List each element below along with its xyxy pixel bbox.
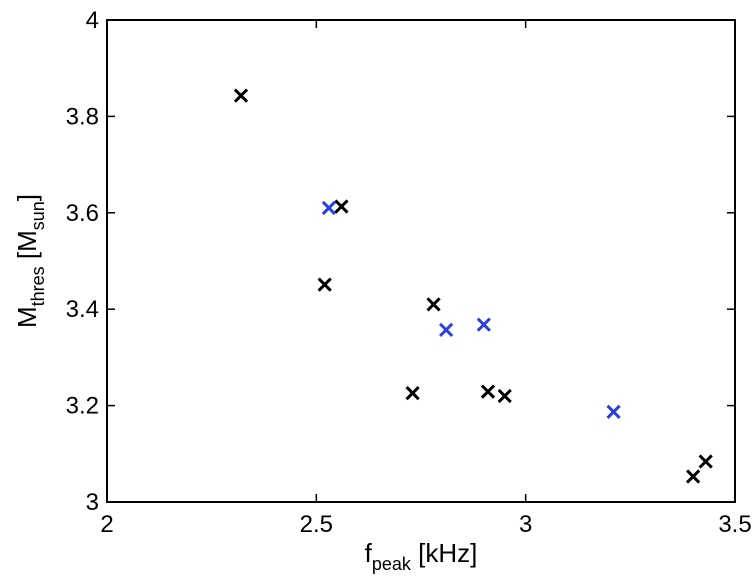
- y-axis-label-main: M: [12, 306, 42, 328]
- y-axis-label-end: ]: [12, 194, 42, 201]
- y-tick-label: 3.4: [66, 296, 99, 323]
- y-tick-label: 3: [86, 489, 99, 516]
- data-point-series-1: [497, 388, 512, 404]
- data-point-series-2: [321, 200, 337, 216]
- x-axis-label-rest: [kHz]: [411, 538, 477, 568]
- data-point-series-1: [405, 385, 420, 401]
- x-axis-label-main: f: [365, 538, 373, 568]
- axis-tick-labels: 2 2.5 3 3.5 3 3.2 3.4 3.6 3.8 4: [66, 7, 752, 538]
- data-point-series-2: [438, 322, 454, 338]
- y-tick-label: 4: [86, 7, 99, 34]
- data-point-series-1: [317, 277, 332, 292]
- data-point-series-1: [480, 384, 496, 399]
- x-tick-label: 2: [100, 511, 113, 538]
- data-points: [233, 88, 713, 484]
- y-tick-label: 3.2: [66, 393, 99, 420]
- y-axis-label-sub: thres: [28, 266, 48, 306]
- y-axis-label-sub2: sun: [28, 201, 48, 230]
- data-point-series-1: [426, 297, 441, 312]
- x-tick-label: 2.5: [300, 511, 333, 538]
- data-point-series-1: [698, 454, 713, 469]
- x-tick-label: 3: [519, 511, 532, 538]
- data-point-series-1: [686, 469, 701, 484]
- data-point-series-1: [233, 88, 249, 103]
- x-tick-label: 3.5: [718, 511, 751, 538]
- y-tick-label: 3.6: [66, 200, 99, 227]
- axis-ticks: [106, 19, 736, 503]
- data-point-series-2: [476, 317, 491, 332]
- y-axis-label: Mthres [Msun]: [12, 194, 48, 328]
- x-axis-label-sub: peak: [372, 554, 412, 574]
- plot-area: [106, 19, 736, 503]
- data-point-series-1: [334, 199, 349, 214]
- data-point-series-2: [606, 404, 621, 419]
- y-tick-label: 3.8: [66, 103, 99, 130]
- y-axis-label-mid: [M: [12, 230, 42, 266]
- x-axis-label: fpeak [kHz]: [365, 538, 478, 574]
